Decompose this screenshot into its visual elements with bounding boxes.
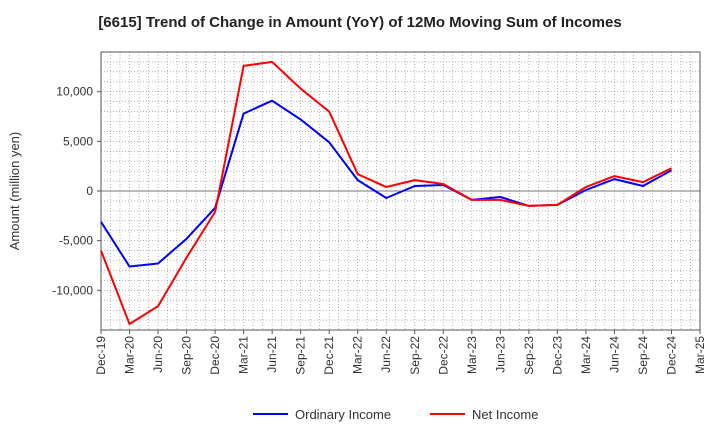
y-tick-label: 5,000: [63, 134, 93, 148]
legend-label: Ordinary Income: [295, 407, 391, 422]
x-tick-label: Sep-21: [294, 336, 308, 375]
x-tick-label: Dec-22: [436, 336, 450, 375]
x-tick-label: Sep-20: [180, 336, 194, 375]
x-tick-label: Sep-22: [408, 336, 422, 375]
x-tick-label: Mar-25: [693, 336, 707, 374]
legend: Ordinary Income Net Income: [253, 407, 538, 422]
x-tick-label: Dec-24: [664, 336, 678, 375]
y-tick-label: 10,000: [56, 85, 93, 99]
series-line-net-income: [100, 60, 672, 325]
series-line-ordinary-income: [100, 99, 672, 268]
y-tick-label: -5,000: [59, 234, 93, 248]
x-tick-label: Mar-22: [351, 336, 365, 374]
x-tick-label: Sep-24: [636, 336, 650, 375]
x-tick-label: Jun-24: [607, 336, 621, 373]
y-tick-label: 0: [86, 184, 93, 198]
x-tick-label: Dec-20: [208, 336, 222, 375]
x-tick-label: Jun-20: [151, 336, 165, 373]
y-axis-label: Amount (million yen): [7, 132, 22, 251]
x-tick-label: Jun-21: [265, 336, 279, 373]
x-tick-label: Mar-21: [237, 336, 251, 374]
y-tick-labels: -10,000 -5,000 0 5,000 10,000: [52, 85, 93, 298]
x-tick-label: Jun-22: [379, 336, 393, 373]
chart-title: [6615] Trend of Change in Amount (YoY) o…: [98, 14, 622, 31]
legend-label: Net Income: [472, 407, 538, 422]
x-tick-label: Dec-21: [322, 336, 336, 375]
x-tick-label: Mar-24: [579, 336, 593, 374]
x-tick-label: Mar-20: [123, 336, 137, 374]
x-tick-label: Sep-23: [522, 336, 536, 375]
x-tick-label: Jun-23: [493, 336, 507, 373]
x-tick-label: Dec-23: [550, 336, 564, 375]
y-tick-label: -10,000: [52, 283, 93, 297]
series-layer: [100, 60, 672, 325]
x-tick-labels: Dec-19 Mar-20 Jun-20 Sep-20 Dec-20 Mar-21 Jun-…: [94, 336, 707, 375]
x-tick-label: Dec-19: [94, 336, 108, 375]
x-tick-label: Mar-23: [465, 336, 479, 374]
